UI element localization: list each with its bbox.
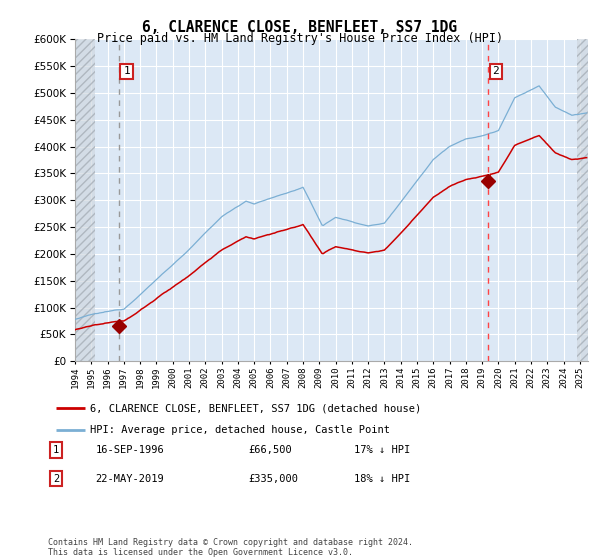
Text: £335,000: £335,000 bbox=[248, 474, 299, 484]
Text: Contains HM Land Registry data © Crown copyright and database right 2024.
This d: Contains HM Land Registry data © Crown c… bbox=[48, 538, 413, 557]
Text: 16-SEP-1996: 16-SEP-1996 bbox=[95, 445, 164, 455]
Bar bbox=[577, 39, 588, 361]
Text: 17% ↓ HPI: 17% ↓ HPI bbox=[354, 445, 410, 455]
Text: Price paid vs. HM Land Registry's House Price Index (HPI): Price paid vs. HM Land Registry's House … bbox=[97, 32, 503, 45]
Text: 1: 1 bbox=[53, 445, 59, 455]
Text: 18% ↓ HPI: 18% ↓ HPI bbox=[354, 474, 410, 484]
Text: HPI: Average price, detached house, Castle Point: HPI: Average price, detached house, Cast… bbox=[90, 426, 390, 435]
Text: £66,500: £66,500 bbox=[248, 445, 292, 455]
Text: 2: 2 bbox=[493, 67, 499, 76]
Text: 22-MAY-2019: 22-MAY-2019 bbox=[95, 474, 164, 484]
Bar bbox=[75, 39, 95, 361]
Text: 6, CLARENCE CLOSE, BENFLEET, SS7 1DG (detached house): 6, CLARENCE CLOSE, BENFLEET, SS7 1DG (de… bbox=[90, 403, 421, 413]
Text: 2: 2 bbox=[53, 474, 59, 484]
Text: 6, CLARENCE CLOSE, BENFLEET, SS7 1DG: 6, CLARENCE CLOSE, BENFLEET, SS7 1DG bbox=[143, 20, 458, 35]
Text: 1: 1 bbox=[123, 67, 130, 76]
